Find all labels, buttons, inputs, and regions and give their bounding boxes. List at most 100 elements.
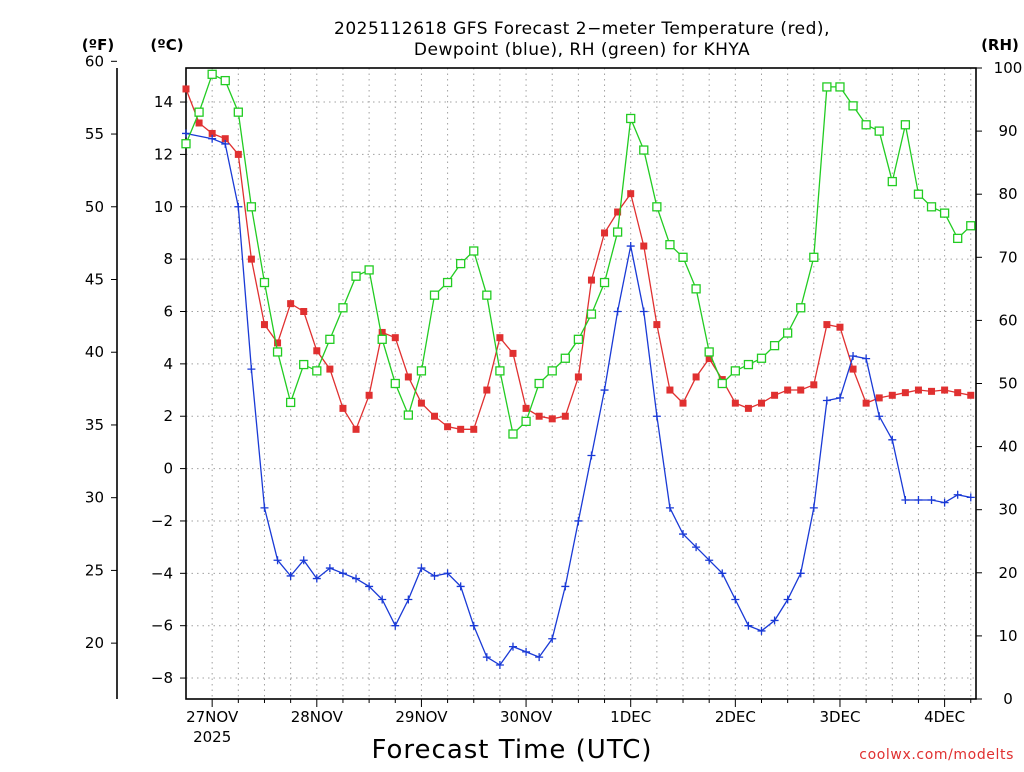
rh-point — [756, 353, 767, 363]
dewpoint-point — [849, 352, 858, 361]
temperature-point — [326, 365, 334, 373]
temperature-point — [561, 412, 569, 420]
x-tick-label: 4DEC — [924, 708, 965, 726]
dewpoint-point — [561, 582, 570, 591]
celsius-unit-label: (ºC) — [150, 36, 183, 54]
celsius-tick-label: 12 — [154, 145, 173, 163]
fahrenheit-tick-label: 60 — [85, 52, 104, 70]
temperature-point — [417, 399, 425, 407]
rh-point — [364, 265, 374, 275]
temperature-point — [300, 307, 308, 315]
dewpoint-point — [273, 556, 282, 565]
temperature-point — [784, 386, 792, 394]
temperature-point — [849, 365, 857, 373]
dewpoint-point — [365, 582, 374, 591]
rh-point — [272, 347, 283, 357]
temperature-point — [744, 404, 752, 412]
dewpoint-point — [391, 621, 400, 630]
rh-point — [469, 246, 479, 256]
dewpoint-point — [456, 582, 465, 591]
celsius-tick-label: 0 — [163, 460, 173, 478]
temperature-point — [208, 129, 216, 137]
celsius-tick-label: −2 — [151, 512, 173, 530]
dewpoint-point — [875, 412, 884, 421]
x-tick-label: 27NOV — [186, 708, 239, 726]
rh-point — [508, 429, 518, 439]
temperature-point — [587, 276, 595, 284]
temperature-point — [928, 387, 936, 395]
celsius-tick-label: −8 — [151, 669, 173, 687]
rh-point — [665, 240, 675, 250]
celsius-tick-label: −4 — [151, 564, 173, 582]
dewpoint-point — [665, 503, 674, 512]
dewpoint-point — [508, 642, 517, 651]
dewpoint-point — [966, 493, 975, 502]
temperature-point — [221, 135, 229, 143]
dewpoint-point — [744, 621, 753, 630]
temperature-point — [705, 355, 713, 363]
temperature-point — [182, 85, 190, 93]
dewpoint-point — [260, 503, 269, 512]
temperature-point — [483, 386, 491, 394]
dewpoint-point — [927, 496, 936, 505]
dewpoint-point — [312, 574, 321, 583]
rh-point — [691, 284, 701, 294]
dewpoint-point — [548, 634, 557, 643]
temperature-point — [470, 425, 478, 433]
rh-point — [861, 120, 871, 130]
rh-tick-label: 100 — [994, 59, 1023, 77]
temperature-point — [941, 386, 949, 394]
temperature-point — [509, 349, 517, 357]
temperature-point — [457, 425, 465, 433]
dewpoint-point — [352, 574, 361, 583]
rh-point — [233, 107, 243, 117]
rh-point — [416, 366, 427, 376]
rh-point — [913, 189, 924, 199]
rh-point — [560, 353, 570, 363]
temperature-point — [339, 404, 347, 412]
x-tick-label: 2DEC — [715, 708, 756, 726]
temperature-point — [797, 386, 805, 394]
temperature-point — [274, 339, 282, 347]
dewpoint-point — [325, 564, 334, 573]
fahrenheit-unit-label: (ºF) — [82, 36, 114, 54]
rh-point — [259, 277, 270, 288]
temperature-point — [313, 347, 321, 355]
rh-point — [809, 252, 819, 262]
temperature-point — [914, 386, 922, 394]
rh-tick-label: 20 — [998, 564, 1017, 582]
dewpoint-point — [404, 595, 413, 604]
temperature-point — [810, 381, 818, 389]
dewpoint-point — [221, 139, 230, 148]
celsius-tick-label: 10 — [154, 198, 173, 216]
rh-point — [848, 101, 858, 111]
dewpoint-point — [718, 569, 727, 578]
dewpoint-point — [626, 242, 635, 251]
rh-point — [495, 366, 505, 376]
temperature-point — [601, 229, 609, 237]
rh-series — [181, 69, 976, 439]
dewpoint-point — [679, 530, 688, 539]
temperature-point — [862, 399, 870, 407]
dewpoint-line — [185, 132, 971, 666]
rh-point — [874, 126, 884, 136]
rh-point — [599, 277, 610, 288]
rh-point — [325, 334, 335, 344]
fahrenheit-tick-label: 50 — [85, 198, 104, 216]
dewpoint-point — [639, 307, 648, 316]
rh-point — [285, 397, 296, 408]
temperature-point — [653, 321, 661, 329]
rh-point — [822, 82, 832, 92]
temperature-point — [496, 334, 504, 342]
rh-point — [612, 227, 623, 237]
temperature-point — [260, 321, 268, 329]
dewpoint-point — [796, 569, 805, 578]
rh-point — [403, 410, 414, 420]
dewpoint-point — [613, 307, 622, 316]
dewpoint-point — [234, 202, 243, 211]
rh-tick-label: 60 — [998, 311, 1017, 329]
rh-point — [442, 277, 453, 288]
temperature-point — [954, 389, 962, 397]
rh-point — [429, 290, 440, 300]
dewpoint-point — [940, 498, 949, 507]
